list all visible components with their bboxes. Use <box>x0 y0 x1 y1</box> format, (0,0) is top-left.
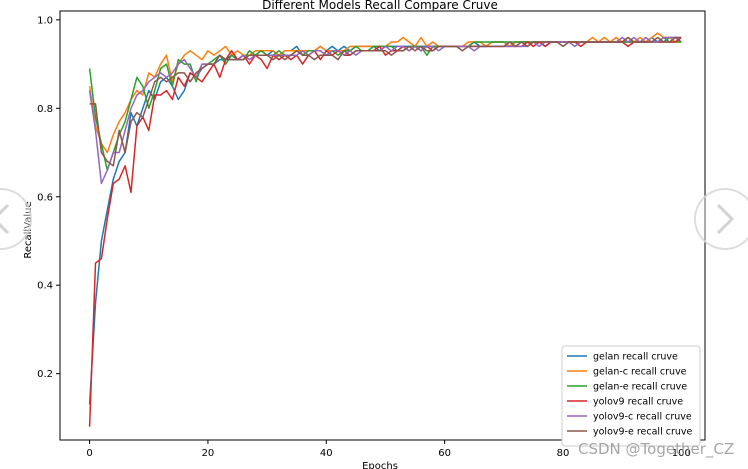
x-tick-label: 80 <box>557 448 570 459</box>
y-tick-label: 1.0 <box>37 15 53 26</box>
legend-label-5: yolov9-c recall cruve <box>593 412 692 423</box>
chevron-left-icon <box>0 203 10 235</box>
legend-label-4: yolov9 recall cruve <box>593 397 683 408</box>
y-tick-label: 0.6 <box>37 192 53 203</box>
next-image-button[interactable] <box>694 188 748 250</box>
x-tick-label: 0 <box>86 448 92 459</box>
chart-title: Different Models Recall Compare Cruve <box>262 0 498 12</box>
x-tick-label: 20 <box>202 448 215 459</box>
legend-label-2: gelan-c recall cruve <box>593 367 687 378</box>
x-tick-label: 60 <box>438 448 451 459</box>
y-tick-label: 0.2 <box>37 369 53 380</box>
x-axis-label: Epochs <box>362 461 398 469</box>
y-tick-label: 0.8 <box>37 104 53 115</box>
y-tick-label: 0.4 <box>37 281 53 292</box>
watermark-text: CSDN @Together_CZ <box>578 440 735 458</box>
legend-box <box>561 345 701 447</box>
series-line-6 <box>89 36 682 167</box>
series-line-4 <box>88 36 682 427</box>
legend-label-6: yolov9-e recall cruve <box>593 427 693 438</box>
previous-image-button[interactable] <box>0 188 32 250</box>
x-tick-label: 40 <box>320 448 333 459</box>
chevron-right-icon <box>716 203 735 235</box>
x-tick-label: 100 <box>672 448 691 459</box>
legend-label-3: gelan-e recall cruve <box>593 382 687 393</box>
legend-label-1: gelan recall cruve <box>593 352 678 363</box>
